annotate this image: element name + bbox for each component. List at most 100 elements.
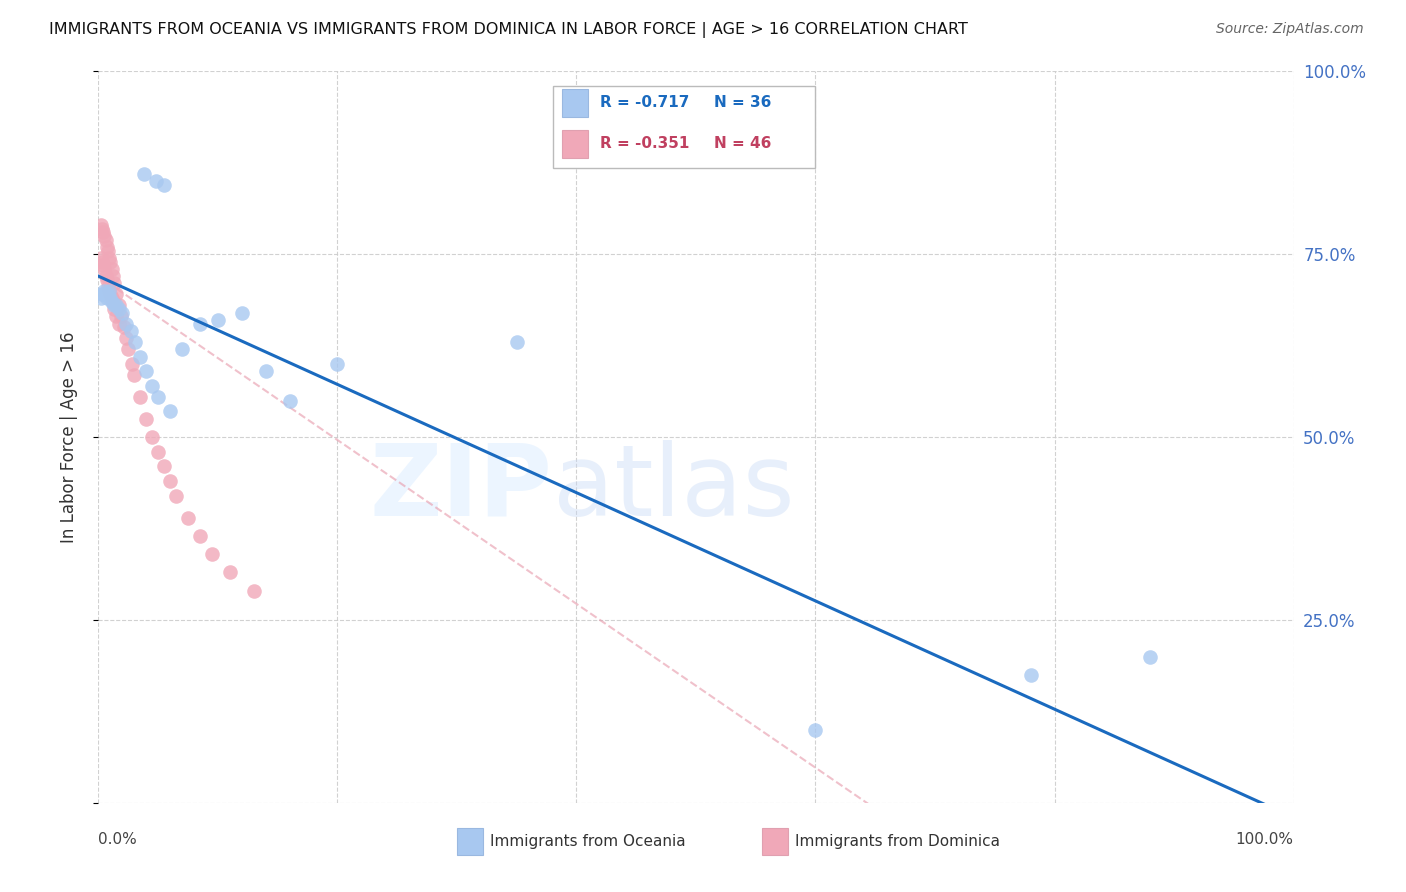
- Point: [93, 261, 115, 276]
- Point: [100, 261, 122, 276]
- Point: [110, 310, 132, 324]
- Point: [111, 306, 134, 320]
- Point: [105, 310, 128, 324]
- Point: [124, 368, 146, 382]
- Point: [107, 298, 129, 312]
- Point: [188, 317, 211, 331]
- Bar: [762, 828, 787, 855]
- Point: [278, 393, 301, 408]
- Point: [148, 390, 170, 404]
- Point: [97, 280, 120, 294]
- Point: [91, 225, 114, 239]
- Point: [207, 313, 229, 327]
- Point: [115, 317, 138, 331]
- Point: [91, 258, 114, 272]
- Point: [129, 350, 152, 364]
- Point: [97, 244, 120, 258]
- Point: [141, 379, 163, 393]
- Point: [107, 317, 129, 331]
- Point: [201, 547, 224, 561]
- Point: [121, 357, 143, 371]
- Point: [506, 334, 529, 349]
- Point: [159, 474, 181, 488]
- Point: [188, 529, 211, 543]
- Point: [148, 444, 170, 458]
- Point: [94, 287, 117, 301]
- Point: [243, 583, 266, 598]
- Text: ZIP: ZIP: [370, 440, 553, 537]
- Point: [254, 364, 277, 378]
- Point: [90, 291, 112, 305]
- Point: [103, 298, 125, 312]
- Point: [100, 291, 122, 305]
- Point: [112, 320, 135, 334]
- Text: N = 36: N = 36: [714, 95, 772, 111]
- Text: Source: ZipAtlas.com: Source: ZipAtlas.com: [1216, 22, 1364, 37]
- Point: [101, 269, 124, 284]
- Point: [91, 221, 114, 235]
- Point: [326, 357, 349, 371]
- Point: [165, 489, 187, 503]
- Point: [219, 566, 242, 580]
- Point: [1139, 649, 1161, 664]
- Point: [115, 331, 138, 345]
- Text: atlas: atlas: [553, 440, 794, 537]
- FancyBboxPatch shape: [553, 86, 815, 168]
- Point: [124, 334, 146, 349]
- Point: [97, 287, 120, 301]
- Point: [98, 291, 122, 305]
- Point: [129, 390, 152, 404]
- Text: N = 46: N = 46: [714, 136, 772, 152]
- Bar: [562, 130, 589, 158]
- Point: [98, 287, 122, 301]
- Bar: [457, 828, 484, 855]
- Point: [101, 294, 124, 309]
- Y-axis label: In Labor Force | Age > 16: In Labor Force | Age > 16: [59, 331, 77, 543]
- Point: [1019, 667, 1042, 681]
- Text: IMMIGRANTS FROM OCEANIA VS IMMIGRANTS FROM DOMINICA IN LABOR FORCE | AGE > 16 CO: IMMIGRANTS FROM OCEANIA VS IMMIGRANTS FR…: [49, 22, 969, 38]
- Point: [153, 459, 176, 474]
- Text: Immigrants from Oceania: Immigrants from Oceania: [491, 834, 686, 849]
- Point: [90, 218, 112, 232]
- Point: [159, 404, 181, 418]
- Point: [98, 284, 121, 298]
- Text: 100.0%: 100.0%: [1236, 832, 1294, 847]
- Point: [94, 269, 117, 284]
- Point: [96, 291, 118, 305]
- Point: [231, 306, 253, 320]
- Point: [120, 324, 142, 338]
- Point: [90, 251, 112, 265]
- Point: [172, 343, 194, 357]
- Point: [135, 364, 157, 378]
- Point: [105, 298, 128, 312]
- Point: [98, 251, 121, 265]
- Text: R = -0.351: R = -0.351: [600, 136, 690, 152]
- Text: Immigrants from Dominica: Immigrants from Dominica: [796, 834, 1000, 849]
- Point: [177, 510, 200, 524]
- Point: [804, 723, 827, 737]
- Text: R = -0.717: R = -0.717: [600, 95, 690, 111]
- Point: [91, 287, 114, 301]
- Point: [141, 430, 163, 444]
- Point: [107, 301, 129, 317]
- Point: [153, 178, 176, 192]
- Text: 0.0%: 0.0%: [98, 832, 138, 847]
- Point: [132, 167, 155, 181]
- Point: [145, 174, 167, 188]
- Point: [100, 294, 122, 309]
- Point: [117, 343, 139, 357]
- Point: [98, 284, 121, 298]
- Point: [103, 277, 125, 291]
- Point: [98, 254, 122, 268]
- Point: [96, 240, 118, 254]
- Point: [96, 273, 118, 287]
- Point: [94, 233, 117, 247]
- Point: [103, 301, 125, 317]
- Point: [91, 287, 114, 301]
- Bar: [562, 89, 589, 117]
- Point: [91, 254, 114, 268]
- Point: [93, 284, 115, 298]
- Point: [105, 287, 128, 301]
- Point: [135, 412, 157, 426]
- Point: [93, 228, 115, 243]
